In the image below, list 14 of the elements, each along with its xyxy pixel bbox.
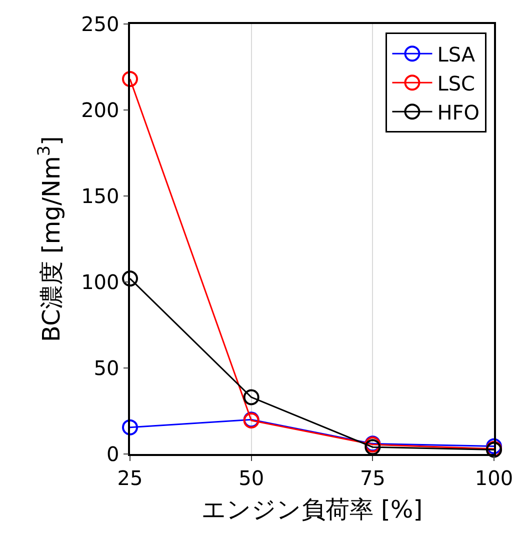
x-tick-label: 75 (360, 466, 386, 490)
y-tick-label: 100 (81, 270, 120, 294)
legend-label: LSA (437, 42, 476, 66)
legend-label: HFO (437, 100, 480, 124)
x-axis-title: エンジン負荷率 [%] (201, 496, 423, 524)
legend-label: LSC (437, 71, 476, 96)
y-tick-label: 0 (106, 442, 120, 466)
x-tick-label: 50 (238, 466, 264, 490)
y-tick-label: 250 (81, 12, 120, 36)
y-tick-label: 150 (81, 184, 120, 208)
y-tick-label: 50 (94, 356, 120, 380)
x-tick-label: 100 (474, 466, 514, 490)
x-tick-label: 25 (117, 466, 143, 490)
y-tick-label: 200 (81, 98, 120, 122)
